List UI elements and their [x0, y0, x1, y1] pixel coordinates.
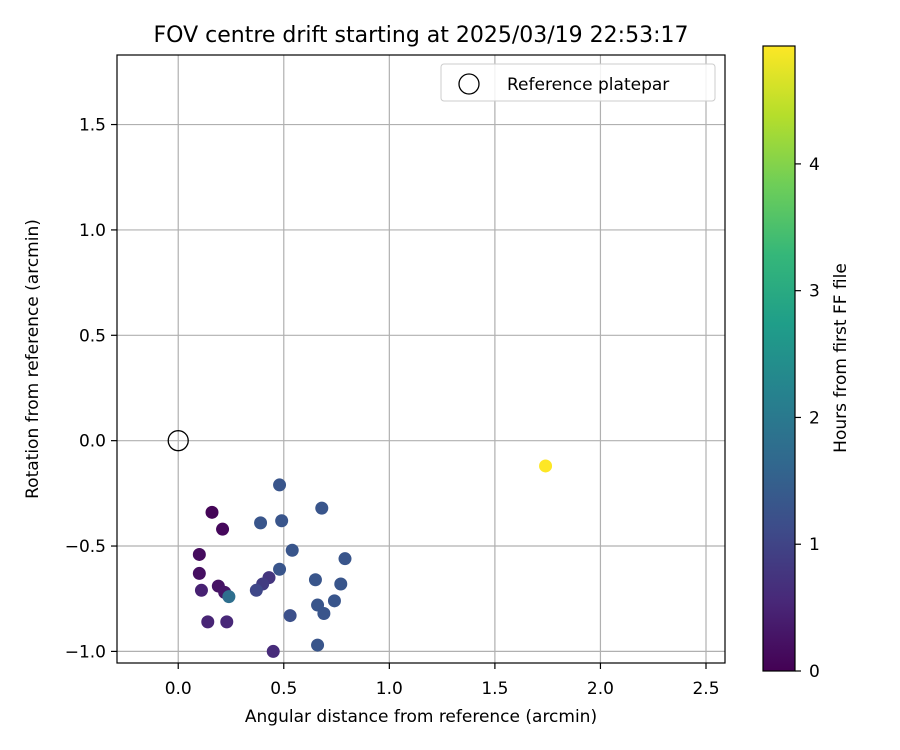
y-axis-ticks: −1.0 −0.5 0.0 0.5 1.0 1.5 — [65, 116, 117, 662]
data-point — [283, 609, 297, 623]
legend-box — [440, 63, 716, 102]
data-point — [275, 514, 289, 528]
colorbar: 0 1 2 3 4 Hours from first FF file — [762, 45, 851, 682]
y-tick-label: 1.5 — [79, 116, 106, 136]
legend: Reference platepar — [440, 63, 716, 102]
data-point — [201, 615, 215, 629]
data-point — [192, 566, 206, 580]
colorbar-ticks: 0 1 2 3 4 — [795, 155, 820, 682]
data-point — [249, 583, 263, 597]
data-point — [327, 594, 341, 608]
data-point — [254, 516, 268, 530]
colorbar-tick-label: 4 — [809, 155, 820, 175]
legend-label-reference: Reference platepar — [507, 75, 669, 95]
data-point — [317, 606, 331, 620]
colorbar-gradient — [762, 45, 796, 672]
x-tick-label: 2.5 — [692, 679, 719, 699]
colorbar-tick-label: 0 — [809, 662, 820, 682]
x-tick-label: 0.0 — [165, 679, 192, 699]
x-axis-ticks: 0.0 0.5 1.0 1.5 2.0 2.5 — [165, 663, 720, 699]
data-point — [273, 562, 287, 576]
data-point — [308, 573, 322, 587]
data-point — [334, 577, 348, 591]
x-tick-label: 0.5 — [270, 679, 297, 699]
chart-title: FOV centre drift starting at 2025/03/19 … — [154, 23, 689, 48]
y-tick-label: 0.0 — [79, 432, 106, 452]
x-tick-label: 1.5 — [481, 679, 508, 699]
data-point — [539, 459, 553, 473]
reference-platepar-marker — [167, 430, 189, 452]
data-point — [273, 478, 287, 492]
data-point — [222, 590, 236, 604]
colorbar-label: Hours from first FF file — [831, 263, 851, 453]
x-tick-label: 2.0 — [587, 679, 614, 699]
y-tick-label: 1.0 — [79, 221, 106, 241]
y-tick-label: −0.5 — [65, 537, 106, 557]
data-point — [205, 505, 219, 519]
colorbar-tick-label: 1 — [809, 535, 820, 555]
data-point — [220, 615, 234, 629]
legend-marker-reference — [458, 73, 480, 95]
colorbar-tick-label: 2 — [809, 408, 820, 428]
colorbar-tick-label: 3 — [809, 282, 820, 302]
data-points — [167, 430, 553, 658]
x-axis-label: Angular distance from reference (arcmin) — [245, 707, 597, 727]
data-point — [194, 583, 208, 597]
data-point — [216, 522, 230, 536]
x-tick-label: 1.0 — [376, 679, 403, 699]
y-axis-label: Rotation from reference (arcmin) — [23, 219, 43, 499]
data-point — [266, 644, 280, 658]
data-point — [311, 638, 325, 652]
data-point — [315, 501, 329, 515]
data-point — [338, 552, 352, 566]
grid — [117, 55, 725, 663]
y-tick-label: 0.5 — [79, 326, 106, 346]
plot-frame — [116, 54, 726, 664]
data-point — [192, 547, 206, 561]
data-point — [285, 543, 299, 557]
y-tick-label: −1.0 — [65, 642, 106, 662]
